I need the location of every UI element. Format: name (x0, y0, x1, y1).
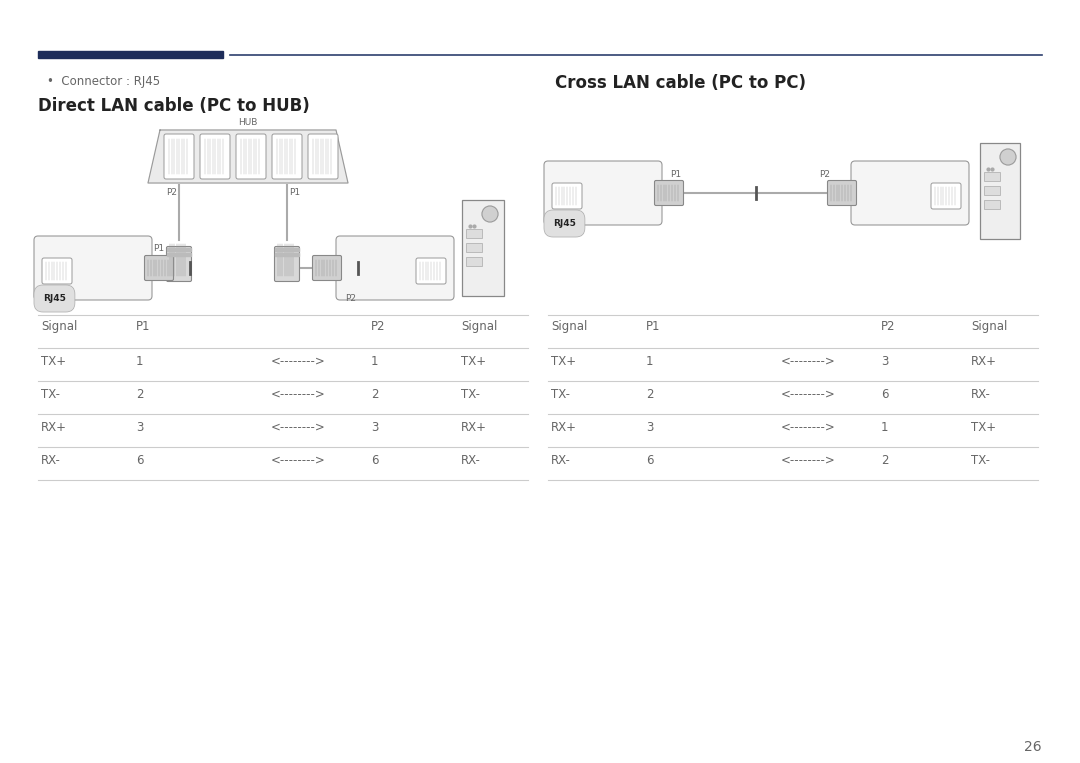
Text: Cross LAN cable (PC to PC): Cross LAN cable (PC to PC) (555, 74, 806, 92)
Text: 3: 3 (646, 421, 653, 434)
Text: 6: 6 (372, 454, 378, 467)
Bar (984, 172, 1000, 181)
Text: <-------->: <--------> (781, 421, 836, 434)
Text: P1: P1 (671, 170, 681, 179)
Text: 6: 6 (136, 454, 144, 467)
Bar (984, 186, 1000, 195)
Text: 2: 2 (881, 454, 889, 467)
Text: 2: 2 (136, 388, 144, 401)
Text: 3: 3 (372, 421, 378, 434)
Circle shape (482, 206, 498, 222)
Bar (462, 200, 504, 296)
Circle shape (1000, 149, 1016, 165)
Text: Signal: Signal (41, 320, 78, 333)
Bar (465, 257, 482, 266)
Text: Signal: Signal (551, 320, 588, 333)
FancyBboxPatch shape (552, 183, 582, 209)
Text: 1: 1 (372, 355, 378, 368)
FancyBboxPatch shape (544, 161, 662, 225)
Text: 3: 3 (881, 355, 889, 368)
Text: TX-: TX- (41, 388, 60, 401)
Text: Signal: Signal (971, 320, 1008, 333)
Text: 26: 26 (1024, 740, 1042, 754)
Text: P1: P1 (136, 320, 150, 333)
FancyBboxPatch shape (272, 134, 302, 179)
FancyBboxPatch shape (312, 256, 341, 281)
Text: P2: P2 (345, 294, 356, 303)
Text: P2: P2 (372, 320, 386, 333)
Text: RX-: RX- (551, 454, 571, 467)
FancyBboxPatch shape (654, 181, 684, 205)
Text: RX+: RX+ (461, 421, 487, 434)
Text: <-------->: <--------> (271, 355, 326, 368)
Bar (984, 200, 1000, 209)
Text: RX+: RX+ (41, 421, 67, 434)
FancyBboxPatch shape (274, 246, 299, 282)
Bar (167, 248, 191, 251)
Text: RJ45: RJ45 (553, 219, 576, 228)
FancyBboxPatch shape (827, 181, 856, 205)
Text: P1: P1 (153, 244, 164, 253)
Text: 1: 1 (136, 355, 144, 368)
Text: TX+: TX+ (41, 355, 66, 368)
FancyBboxPatch shape (851, 161, 969, 225)
Text: <-------->: <--------> (781, 355, 836, 368)
Bar (167, 253, 191, 256)
Text: P1: P1 (646, 320, 661, 333)
Text: RX+: RX+ (971, 355, 997, 368)
Text: Signal: Signal (461, 320, 498, 333)
FancyBboxPatch shape (164, 134, 194, 179)
Text: RX-: RX- (971, 388, 990, 401)
Text: RX+: RX+ (551, 421, 577, 434)
Text: P1: P1 (289, 188, 300, 197)
Bar (980, 143, 1020, 239)
Text: P2: P2 (881, 320, 895, 333)
FancyBboxPatch shape (237, 134, 266, 179)
Text: •  Connector : RJ45: • Connector : RJ45 (48, 75, 160, 88)
Bar (38, 51, 222, 58)
Text: 2: 2 (372, 388, 378, 401)
FancyBboxPatch shape (416, 258, 446, 284)
Text: 2: 2 (646, 388, 653, 401)
Text: TX+: TX+ (461, 355, 486, 368)
Text: RX-: RX- (41, 454, 60, 467)
FancyBboxPatch shape (200, 134, 230, 179)
Text: TX+: TX+ (971, 421, 996, 434)
FancyBboxPatch shape (166, 246, 191, 282)
Text: P2: P2 (166, 188, 177, 197)
Text: 1: 1 (881, 421, 889, 434)
Bar (465, 229, 482, 238)
Text: P2: P2 (820, 170, 831, 179)
Text: <-------->: <--------> (781, 388, 836, 401)
Text: 6: 6 (881, 388, 889, 401)
FancyBboxPatch shape (145, 256, 174, 281)
Text: TX-: TX- (551, 388, 570, 401)
FancyBboxPatch shape (336, 236, 454, 300)
Text: RX-: RX- (461, 454, 481, 467)
Polygon shape (148, 130, 348, 183)
Text: <-------->: <--------> (781, 454, 836, 467)
Text: RJ45: RJ45 (43, 294, 66, 303)
Text: Direct LAN cable (PC to HUB): Direct LAN cable (PC to HUB) (38, 97, 310, 115)
Bar (275, 253, 299, 256)
FancyBboxPatch shape (33, 236, 152, 300)
Bar (465, 243, 482, 252)
Text: 3: 3 (136, 421, 144, 434)
Text: TX-: TX- (971, 454, 990, 467)
Text: <-------->: <--------> (271, 454, 326, 467)
FancyBboxPatch shape (931, 183, 961, 209)
FancyBboxPatch shape (308, 134, 338, 179)
Text: TX+: TX+ (551, 355, 576, 368)
Text: 1: 1 (646, 355, 653, 368)
Bar (275, 248, 299, 251)
FancyBboxPatch shape (42, 258, 72, 284)
Text: <-------->: <--------> (271, 421, 326, 434)
Text: HUB: HUB (239, 118, 258, 127)
Text: 6: 6 (646, 454, 653, 467)
Text: TX-: TX- (461, 388, 480, 401)
Text: <-------->: <--------> (271, 388, 326, 401)
